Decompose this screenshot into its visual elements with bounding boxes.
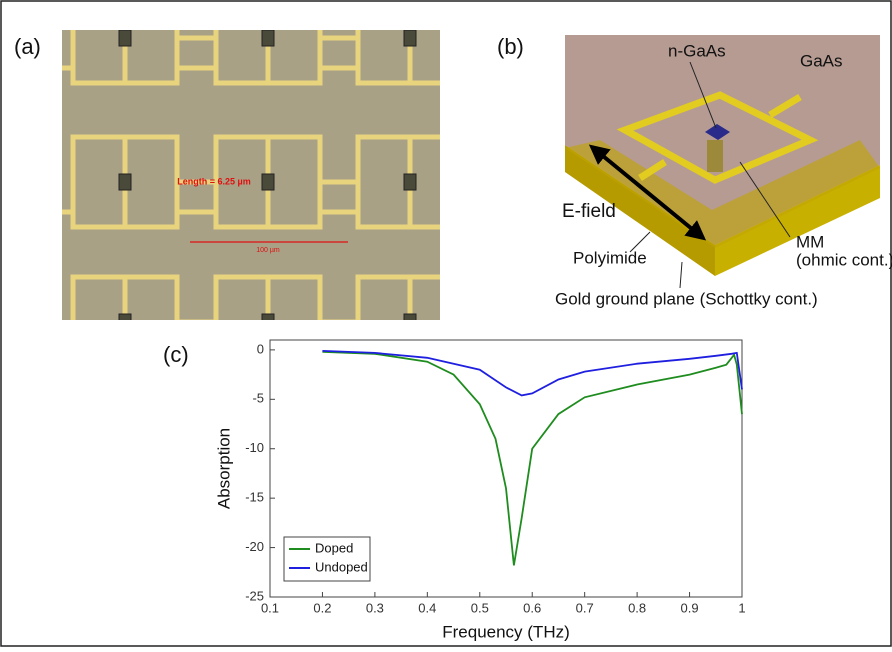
leader-line — [629, 231, 651, 253]
panel-label: (a) — [14, 34, 41, 59]
x-tick-label: 0.3 — [366, 600, 384, 615]
y-tick-label: -20 — [245, 539, 264, 554]
gap — [118, 30, 132, 47]
gap — [118, 313, 132, 320]
annotation: MM — [796, 232, 824, 251]
legend-label: Doped — [315, 540, 353, 555]
pillar — [707, 140, 723, 172]
annotation: Gold ground plane (Schottky cont.) — [555, 289, 818, 308]
metamaterial — [768, 93, 802, 119]
x-axis-label: Frequency (THz) — [442, 622, 570, 641]
annotation: (ohmic cont.) — [796, 250, 892, 269]
plot: 0.1 0.2 0.3 0.4 0.5 0.6 0.7 0.8 0.9 1 -25 -20 -15 -10… — [214, 339, 746, 641]
x-tick-label: 0.7 — [576, 600, 594, 615]
y-tick-label: -15 — [245, 490, 264, 505]
y-tick-label: -5 — [252, 391, 264, 406]
legend-label: Undoped — [315, 559, 368, 574]
x-tick-label: 0.5 — [471, 600, 489, 615]
x-tick-label: 0.4 — [418, 600, 436, 615]
panel-label: (b) — [497, 34, 524, 59]
annotation: GaAs — [800, 51, 843, 70]
x-tick-label: 0.8 — [628, 600, 646, 615]
x-tick-label: 1 — [738, 600, 745, 615]
gold-face — [715, 165, 880, 276]
gap — [118, 173, 132, 191]
micrograph — [62, 30, 440, 320]
y-axis-label: Absorption — [214, 428, 233, 509]
gap — [261, 173, 275, 191]
annotation: n-GaAs — [668, 41, 726, 60]
n-gaas — [705, 124, 730, 140]
legend-box — [283, 536, 371, 582]
series-line — [322, 351, 743, 566]
gap — [403, 313, 417, 320]
gap — [261, 313, 275, 320]
schematic — [565, 35, 880, 289]
length-annotation: Length = 6.25 µm — [177, 176, 250, 186]
y-tick-label: 0 — [257, 341, 264, 356]
y-tick-label: -10 — [245, 440, 264, 455]
gap — [403, 173, 417, 191]
annotation: Polyimide — [573, 248, 647, 267]
scale-label: 100 µm — [256, 247, 280, 254]
efield-arrow — [588, 144, 707, 241]
x-tick-label: 0.1 — [261, 600, 279, 615]
x-tick-label: 0.9 — [681, 600, 699, 615]
y-tick-label: -25 — [245, 588, 264, 603]
gap — [261, 30, 275, 47]
x-tick-label: 0.6 — [523, 600, 541, 615]
annotation: E-field — [562, 201, 616, 222]
series-line — [322, 350, 743, 397]
leader-line — [679, 261, 683, 289]
x-tick-label: 0.2 — [313, 600, 331, 615]
leader-line — [739, 161, 791, 238]
panel-label: (c) — [163, 342, 189, 367]
leader-line — [689, 61, 717, 129]
gap — [403, 30, 417, 47]
